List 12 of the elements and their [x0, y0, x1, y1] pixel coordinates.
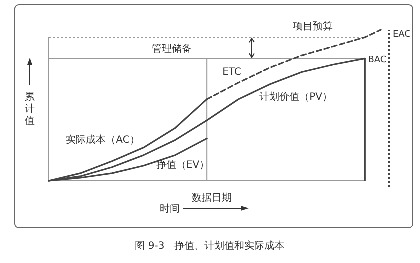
series-label: 实际成本（AC）: [66, 134, 140, 146]
series-label: ETC: [222, 67, 242, 78]
series-label: 挣值（EV）: [156, 159, 210, 171]
series-label: 计划价值（PV）: [260, 91, 332, 103]
text: 数据日期: [192, 192, 232, 204]
annotation: 管理储备: [152, 43, 192, 56]
ref-line-label: 项目预算: [293, 20, 333, 33]
y-axis-title: 累计值: [25, 92, 35, 127]
text: EAC: [393, 30, 411, 40]
ref-line-label: BAC: [368, 56, 387, 66]
x-axis-title: 时间: [160, 203, 180, 215]
text: 图 9-3 挣值、计划值和实际成本: [135, 240, 285, 252]
